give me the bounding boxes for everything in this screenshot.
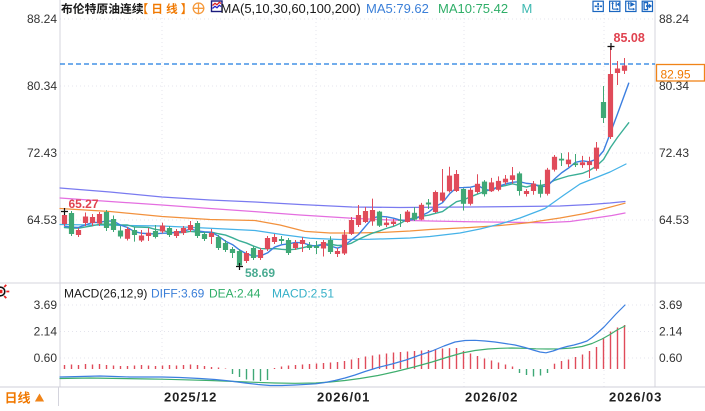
svg-text:2.14: 2.14 bbox=[34, 325, 58, 339]
svg-text:2026/01: 2026/01 bbox=[317, 390, 370, 405]
svg-text:64.53: 64.53 bbox=[659, 213, 689, 227]
svg-text:0.60: 0.60 bbox=[659, 351, 683, 365]
svg-text:DIFF:3.69: DIFF:3.69 bbox=[151, 287, 205, 301]
svg-text:64.53: 64.53 bbox=[27, 213, 57, 227]
svg-text:MACD:2.51: MACD:2.51 bbox=[272, 287, 334, 301]
svg-text:88.24: 88.24 bbox=[659, 12, 689, 26]
svg-text:58.69: 58.69 bbox=[245, 266, 275, 280]
svg-text:DEA:2.44: DEA:2.44 bbox=[209, 287, 261, 301]
svg-text:M: M bbox=[522, 1, 533, 16]
svg-text:MA5:79.62: MA5:79.62 bbox=[366, 1, 429, 16]
svg-text:MA10:75.42: MA10:75.42 bbox=[438, 1, 508, 16]
svg-text:72.43: 72.43 bbox=[659, 146, 689, 160]
svg-text:88.24: 88.24 bbox=[27, 12, 57, 26]
svg-text:MA(5,10,30,60,100,200): MA(5,10,30,60,100,200) bbox=[221, 1, 361, 16]
svg-text:3.69: 3.69 bbox=[659, 298, 683, 312]
svg-text:MACD(26,12,9): MACD(26,12,9) bbox=[64, 287, 147, 301]
svg-text:2.14: 2.14 bbox=[659, 325, 683, 339]
svg-text:80.34: 80.34 bbox=[659, 79, 689, 93]
svg-text:82.95: 82.95 bbox=[661, 68, 691, 82]
svg-text:2026/03: 2026/03 bbox=[609, 390, 662, 405]
svg-text:65.27: 65.27 bbox=[69, 197, 99, 211]
svg-text:85.08: 85.08 bbox=[614, 31, 645, 45]
svg-text:72.43: 72.43 bbox=[27, 146, 57, 160]
svg-text:0.60: 0.60 bbox=[34, 351, 58, 365]
svg-text:3.69: 3.69 bbox=[34, 298, 58, 312]
svg-text:2025/12: 2025/12 bbox=[164, 390, 217, 405]
svg-text:80.34: 80.34 bbox=[27, 79, 57, 93]
svg-text:2026/02: 2026/02 bbox=[465, 390, 518, 405]
